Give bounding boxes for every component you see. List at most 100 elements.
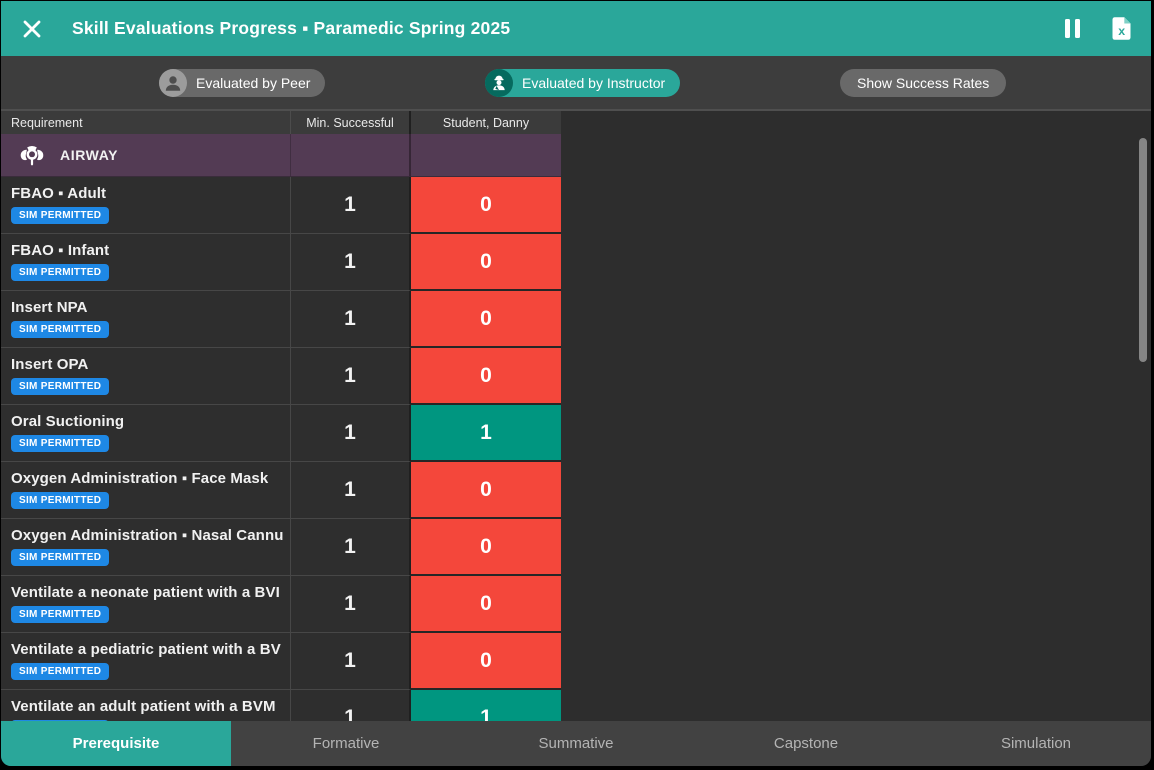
evaluated-by-peer-toggle[interactable]: Evaluated by Peer <box>159 69 326 97</box>
student-count-cell[interactable]: 0 <box>411 234 561 291</box>
min-successful-value: 1 <box>291 462 411 519</box>
page-title: Skill Evaluations Progress ▪ Paramedic S… <box>72 18 511 38</box>
requirement-cell: Oral Suctioning SIM PERMITTED <box>1 405 291 462</box>
bottom-tab[interactable]: Capstone <box>773 735 839 752</box>
skill-name: Ventilate a neonate patient with a BVI <box>11 584 280 601</box>
requirement-cell: Ventilate an adult patient with a BVM SI… <box>1 690 291 721</box>
category-tab-bar: Prerequisite Formative Summative Capston… <box>1 721 1151 766</box>
filter-toolbar: Evaluated by Peer Evaluated by Instructo… <box>1 56 1151 111</box>
student-count-cell[interactable]: 0 <box>411 519 561 576</box>
min-successful-value: 1 <box>291 405 411 462</box>
close-button[interactable] <box>20 17 44 41</box>
excel-export-button[interactable]: x <box>1108 15 1135 42</box>
pause-button[interactable] <box>1063 17 1082 40</box>
student-count-cell[interactable]: 0 <box>411 291 561 348</box>
student-count-cell[interactable]: 0 <box>411 462 561 519</box>
bottom-tab[interactable]: Formative <box>312 735 380 752</box>
bottom-tab[interactable]: Summative <box>538 735 614 752</box>
toggle-label: Evaluated by Peer <box>196 75 311 91</box>
skill-name: Insert OPA <box>11 356 89 373</box>
sim-permitted-badge: SIM PERMITTED <box>11 720 110 721</box>
table-row[interactable]: FBAO ▪ Infant SIM PERMITTED 1 0 <box>1 234 561 291</box>
requirement-cell: Oxygen Administration ▪ Face Mask SIM PE… <box>1 462 291 519</box>
bottom-tab[interactable]: Simulation <box>1000 735 1072 752</box>
min-successful-value: 1 <box>291 234 411 291</box>
pause-icon <box>1075 19 1080 38</box>
sim-permitted-badge: SIM PERMITTED <box>11 207 110 224</box>
min-successful-value: 1 <box>291 633 411 690</box>
min-successful-value: 1 <box>291 348 411 405</box>
airway-mask-icon <box>20 146 44 166</box>
requirement-cell: FBAO ▪ Adult SIM PERMITTED <box>1 177 291 234</box>
table-row[interactable]: Ventilate an adult patient with a BVM SI… <box>1 690 561 721</box>
button-label: Show Success Rates <box>857 75 990 91</box>
skill-name: Oxygen Administration ▪ Face Mask <box>11 470 269 487</box>
min-successful-value: 1 <box>291 177 411 234</box>
sim-permitted-badge: SIM PERMITTED <box>11 321 110 338</box>
column-header-student: Student, Danny <box>442 115 530 130</box>
scrollbar-thumb[interactable] <box>1139 138 1147 362</box>
min-successful-value: 1 <box>291 519 411 576</box>
skill-name: FBAO ▪ Infant <box>11 242 110 259</box>
requirement-cell: Insert NPA SIM PERMITTED <box>1 291 291 348</box>
title-bar: Skill Evaluations Progress ▪ Paramedic S… <box>1 1 1151 56</box>
table-header-row: Requirement Min. Successful Student, Dan… <box>1 111 561 134</box>
skills-table: Requirement Min. Successful Student, Dan… <box>1 111 561 721</box>
sim-permitted-badge: SIM PERMITTED <box>11 378 110 395</box>
student-count-cell[interactable]: 0 <box>411 633 561 690</box>
title-bar-actions: x <box>1063 15 1151 42</box>
requirement-cell: Ventilate a neonate patient with a BVI S… <box>1 576 291 633</box>
table-row[interactable]: Oral Suctioning SIM PERMITTED 1 1 <box>1 405 561 462</box>
bottom-tab[interactable]: Prerequisite <box>1 721 231 766</box>
pause-icon <box>1065 19 1070 38</box>
student-count-cell[interactable]: 1 <box>411 405 561 462</box>
instructor-icon <box>485 69 513 97</box>
skill-name: Ventilate an adult patient with a BVM <box>11 698 276 715</box>
evaluated-by-instructor-toggle[interactable]: Evaluated by Instructor <box>485 69 681 97</box>
sim-permitted-badge: SIM PERMITTED <box>11 492 110 509</box>
section-row-airway[interactable]: AIRWAY <box>1 134 561 177</box>
section-cell: AIRWAY <box>1 134 291 176</box>
section-label: AIRWAY <box>60 147 119 163</box>
table-row[interactable]: Oxygen Administration ▪ Face Mask SIM PE… <box>1 462 561 519</box>
person-icon <box>159 69 187 97</box>
section-cell <box>411 134 561 176</box>
excel-export-icon: x <box>1112 17 1131 40</box>
section-cell <box>291 134 411 176</box>
min-successful-value: 1 <box>291 690 411 721</box>
skill-name: Oral Suctioning <box>11 413 125 430</box>
table-row[interactable]: Insert NPA SIM PERMITTED 1 0 <box>1 291 561 348</box>
table-row[interactable]: Insert OPA SIM PERMITTED 1 0 <box>1 348 561 405</box>
requirement-cell: Insert OPA SIM PERMITTED <box>1 348 291 405</box>
show-success-rates-button[interactable]: Show Success Rates <box>840 69 1007 97</box>
column-header-min-successful: Min. Successful <box>291 111 411 134</box>
table-row[interactable]: Ventilate a neonate patient with a BVI S… <box>1 576 561 633</box>
table-row[interactable]: Oxygen Administration ▪ Nasal Cannu SIM … <box>1 519 561 576</box>
sim-permitted-badge: SIM PERMITTED <box>11 606 110 623</box>
student-count-cell[interactable]: 0 <box>411 576 561 633</box>
table-row[interactable]: Ventilate a pediatric patient with a BV … <box>1 633 561 690</box>
table-body: FBAO ▪ Adult SIM PERMITTED 1 0 FBAO ▪ In… <box>1 177 561 721</box>
sim-permitted-badge: SIM PERMITTED <box>11 549 110 566</box>
table-row[interactable]: FBAO ▪ Adult SIM PERMITTED 1 0 <box>1 177 561 234</box>
student-count-cell[interactable]: 1 <box>411 690 561 721</box>
sim-permitted-badge: SIM PERMITTED <box>11 264 110 281</box>
min-successful-value: 1 <box>291 291 411 348</box>
skill-name: Oxygen Administration ▪ Nasal Cannu <box>11 527 284 544</box>
skill-name: FBAO ▪ Adult <box>11 185 107 202</box>
x-icon <box>23 20 41 37</box>
requirement-cell: Oxygen Administration ▪ Nasal Cannu SIM … <box>1 519 291 576</box>
sim-permitted-badge: SIM PERMITTED <box>11 663 110 680</box>
student-count-cell[interactable]: 0 <box>411 348 561 405</box>
column-header-requirement: Requirement <box>1 111 291 134</box>
min-successful-value: 1 <box>291 576 411 633</box>
table-scroll-area: Requirement Min. Successful Student, Dan… <box>1 111 1151 721</box>
requirement-cell: FBAO ▪ Infant SIM PERMITTED <box>1 234 291 291</box>
skill-name: Insert NPA <box>11 299 88 316</box>
skill-name: Ventilate a pediatric patient with a BV <box>11 641 281 658</box>
student-count-cell[interactable]: 0 <box>411 177 561 234</box>
svg-text:x: x <box>1118 24 1125 38</box>
requirement-cell: Ventilate a pediatric patient with a BV … <box>1 633 291 690</box>
toggle-label: Evaluated by Instructor <box>522 75 666 91</box>
